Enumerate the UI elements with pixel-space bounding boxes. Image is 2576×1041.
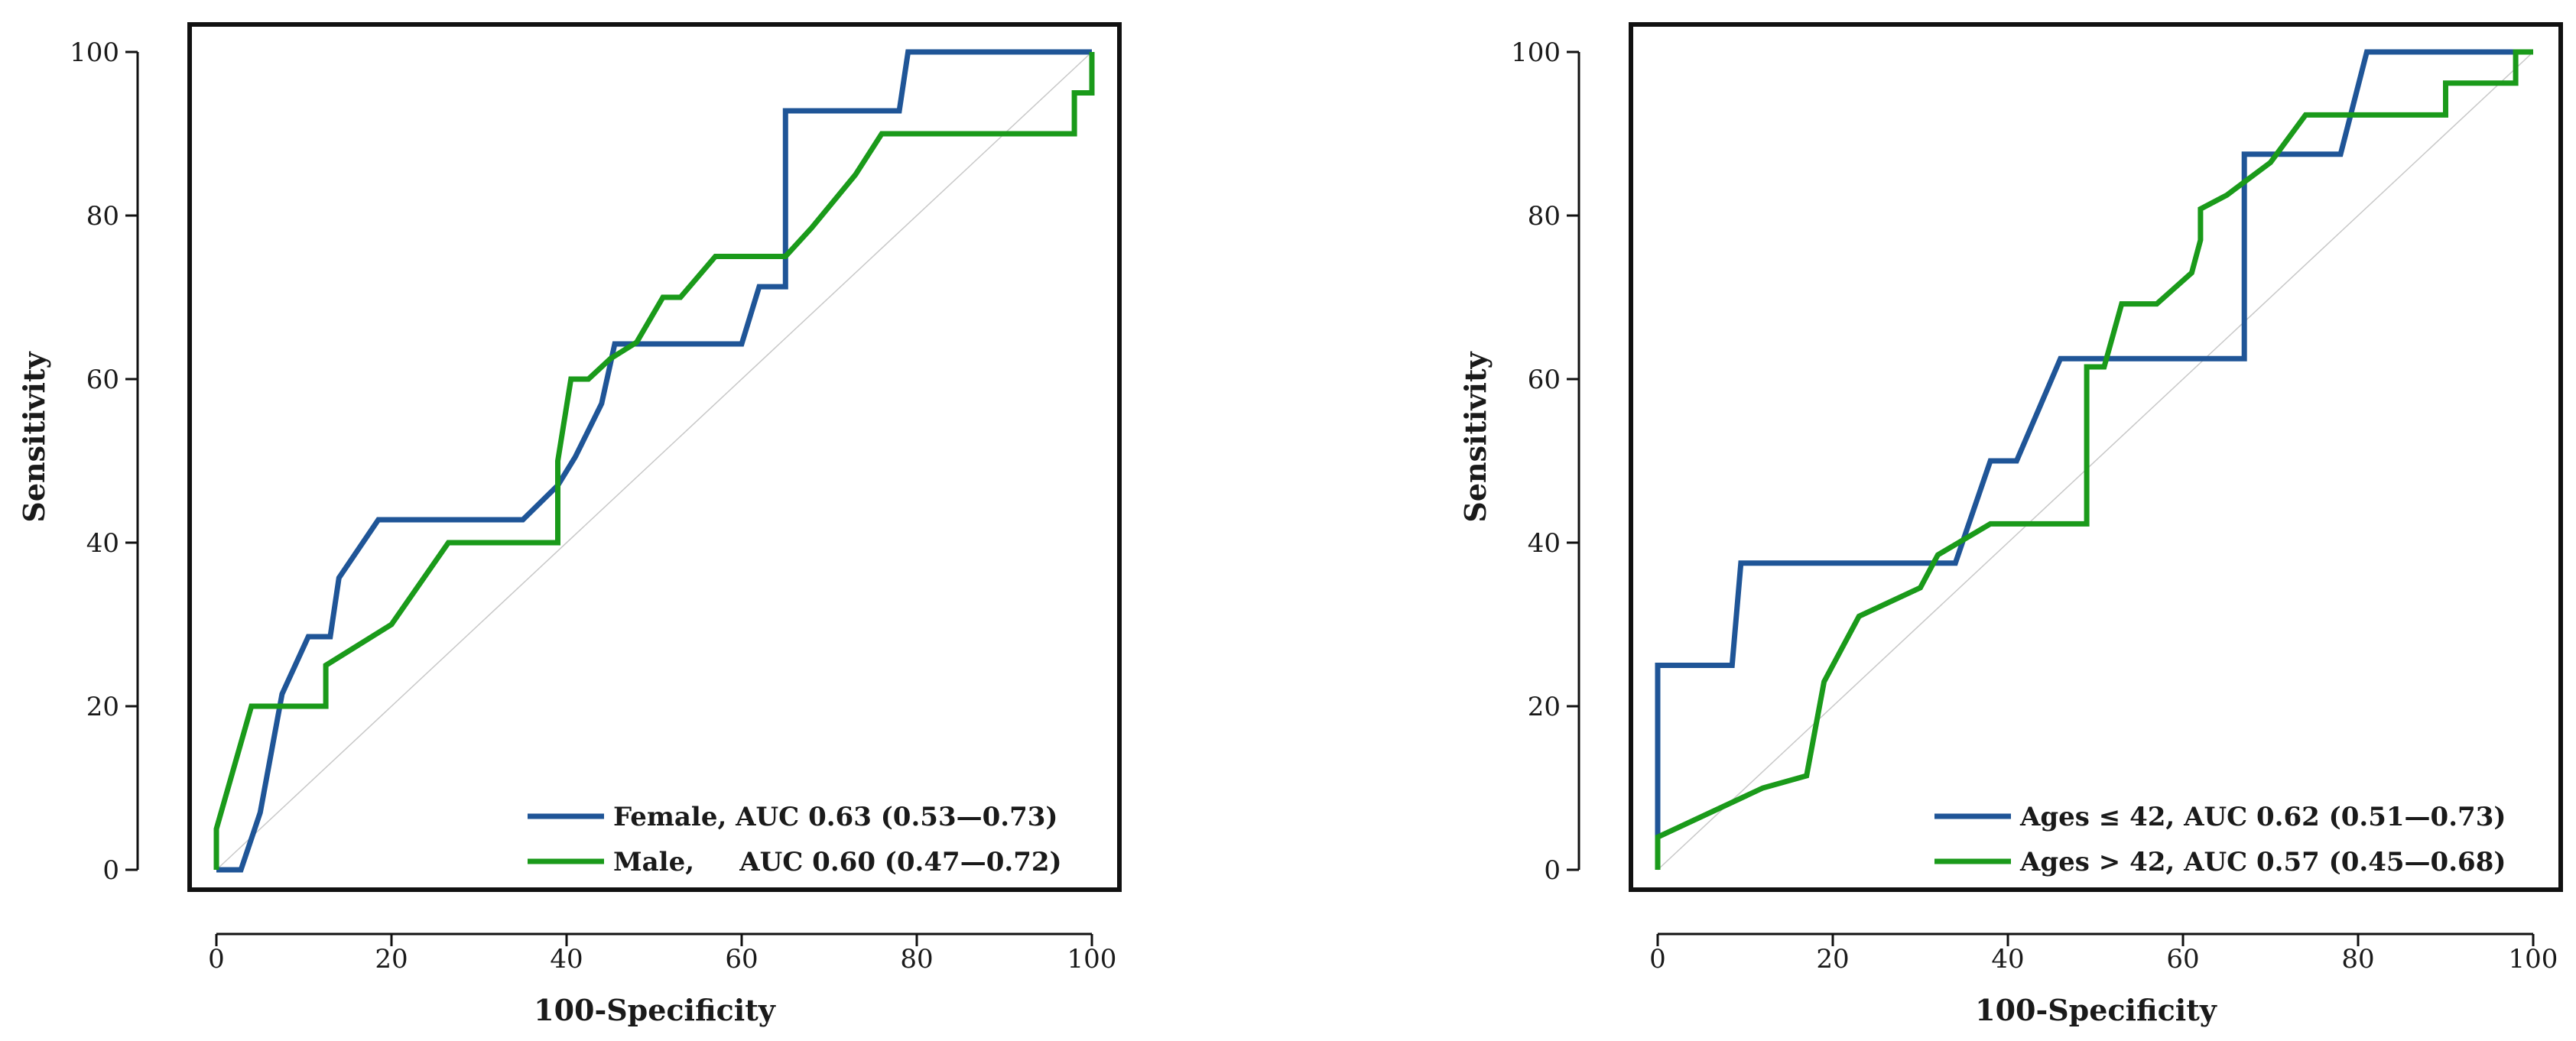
- series-layer: [213, 49, 1095, 873]
- series-layer: [1655, 49, 2533, 870]
- y-tick-label: 80: [1528, 201, 1561, 232]
- x-axis-title: 100-Specificity: [1975, 993, 2217, 1027]
- x-tick-label: 100: [1067, 944, 1117, 975]
- axes: 0 20 40 60 80 100 0 20 40 60 80 100: [1511, 37, 2558, 975]
- y-tick-label: 40: [86, 528, 119, 559]
- x-tick-label: 20: [1816, 944, 1849, 975]
- legend-label: Ages ≤ 42, AUC 0.62 (0.51—0.73): [2019, 802, 2506, 832]
- x-axis-title: 100-Specificity: [534, 993, 776, 1027]
- axes: 0 20 40 60 80 100 0 20 40 60 80 100: [70, 37, 1116, 975]
- legend-label: Ages > 42, AUC 0.57 (0.45—0.68): [2019, 847, 2506, 877]
- legend-label: Male, AUC 0.60 (0.47—0.72): [613, 847, 1062, 877]
- x-tick-label: 60: [725, 944, 758, 975]
- x-tick-label: 20: [375, 944, 408, 975]
- y-axis-title: Sensitivity: [1458, 351, 1493, 522]
- roc-curve-ages-42: [1655, 49, 2533, 870]
- roc-curve-male: [213, 52, 1095, 870]
- roc-panel-age: 0 20 40 60 80 100 0 20 40 60 80 100 Ages ≤ 42, AUC …: [1458, 22, 2563, 1027]
- x-tick-label: 0: [1649, 944, 1666, 975]
- plot-frame: [187, 22, 1122, 892]
- reference-diagonal: [1657, 51, 2534, 871]
- y-tick-label: 100: [1511, 37, 1561, 68]
- x-tick-label: 40: [1991, 944, 2024, 975]
- roc-curve-ages-42: [1655, 49, 2533, 870]
- x-tick-label: 100: [2509, 944, 2558, 975]
- y-tick-label: 0: [102, 855, 119, 886]
- legend: Female, AUC 0.63 (0.53—0.73) Male, AUC 0.…: [528, 802, 1062, 877]
- y-tick-label: 100: [70, 37, 119, 68]
- y-tick-label: 40: [1528, 528, 1561, 559]
- x-tick-label: 80: [900, 944, 933, 975]
- roc-curve-female: [216, 49, 1092, 873]
- legend: Ages ≤ 42, AUC 0.62 (0.51—0.73) Ages > 42…: [1934, 802, 2506, 877]
- y-tick-label: 60: [86, 365, 119, 395]
- y-tick-label: 20: [1528, 692, 1561, 722]
- y-tick-label: 0: [1544, 855, 1561, 886]
- reference-diagonal: [216, 51, 1093, 871]
- roc-panel-sex: 0 20 40 60 80 100 0 20 40 60 80 100 Female, AUC 0.6…: [17, 22, 1122, 1027]
- x-tick-label: 60: [2166, 944, 2199, 975]
- y-tick-label: 20: [86, 692, 119, 722]
- y-axis-title: Sensitivity: [17, 351, 51, 522]
- x-tick-label: 0: [208, 944, 225, 975]
- x-tick-label: 40: [550, 944, 583, 975]
- x-tick-label: 80: [2341, 944, 2374, 975]
- y-tick-label: 80: [86, 201, 119, 232]
- legend-label: Female, AUC 0.63 (0.53—0.73): [613, 802, 1058, 832]
- plot-frame: [1629, 22, 2563, 892]
- y-tick-label: 60: [1528, 365, 1561, 395]
